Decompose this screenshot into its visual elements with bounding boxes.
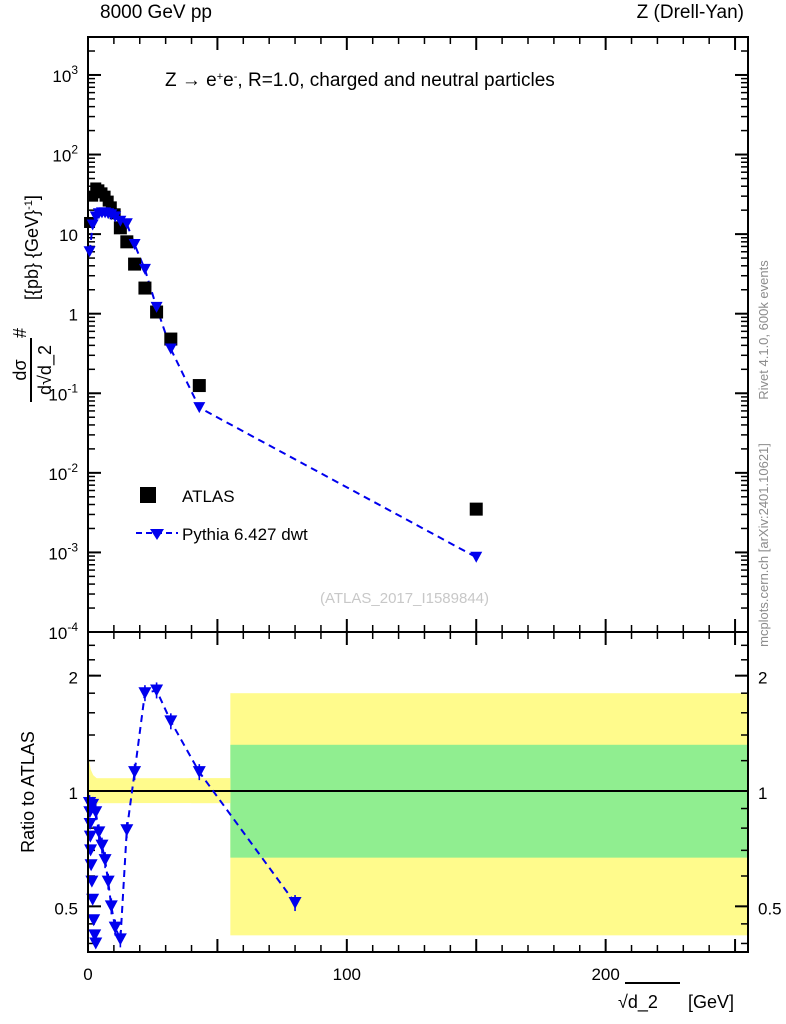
x-axis-label: √d_2 [GeV] <box>618 982 734 1013</box>
x-tick-label: 0 <box>83 965 92 984</box>
header-left: 8000 GeV pp <box>100 2 212 23</box>
main-x-ticks <box>87 37 737 632</box>
x-tick-label: 200 <box>591 965 619 984</box>
y-axis-label-fraction: dσ d√d_2 [{pb} {GeV}-1] <box>10 195 56 402</box>
plot-title: Z → e+e-, R=1.0, charged and neutral par… <box>165 70 555 91</box>
main-y-tick-label: 10 <box>59 226 78 245</box>
ratio-point <box>87 914 101 927</box>
data-point-pythia <box>150 301 163 313</box>
main-series-group <box>83 182 483 563</box>
side-text-mcplots: mcplots.cern.ch [arXiv:2401.10621] <box>756 443 771 647</box>
ratio-y-ticks: 2 2 1 1 0.5 0.5 <box>54 631 782 945</box>
data-point-atlas <box>105 201 117 213</box>
y-axis-hash: # <box>10 328 30 338</box>
main-y-tick-label: 10-3 <box>48 540 78 563</box>
legend-marker-pythia <box>150 529 164 540</box>
ratio-y-tick-label-right: 1 <box>758 784 767 803</box>
ratio-y-tick-label-right: 0.5 <box>758 899 782 918</box>
data-point-atlas <box>102 195 114 207</box>
main-y-tick-label: 10-1 <box>48 381 78 404</box>
ratio-line <box>89 689 296 940</box>
main-y-tick-label: 1 <box>69 306 78 325</box>
legend-label-pythia: Pythia 6.427 dwt <box>182 525 308 544</box>
data-point-pythia <box>83 246 96 258</box>
svg-text:[{pb} {GeV}-1]: [{pb} {GeV}-1] <box>22 195 42 300</box>
ratio-y-tick-label: 1 <box>69 784 78 803</box>
ratio-point <box>89 937 103 950</box>
data-point-atlas <box>469 502 483 516</box>
main-y-tick-label: 103 <box>52 63 78 86</box>
svg-text:√d_2: √d_2 <box>618 992 658 1013</box>
ratio-point <box>83 806 97 819</box>
ratio-band-data-error <box>88 757 231 833</box>
data-point-pythia <box>470 551 483 563</box>
ratio-band-inner-green <box>230 744 749 858</box>
ratio-y-tick-label: 2 <box>69 669 78 688</box>
data-point-atlas <box>87 190 99 202</box>
data-point-pythia <box>86 219 99 231</box>
data-point-pythia <box>138 263 151 275</box>
legend: ATLAS Pythia 6.427 dwt <box>136 487 308 544</box>
ratio-panel-frame-top <box>87 631 749 953</box>
header-right: Z (Drell-Yan) <box>636 2 744 23</box>
ratio-y-tick-label-right: 2 <box>758 669 767 688</box>
data-point-atlas <box>192 379 206 393</box>
svg-text:dσ: dσ <box>10 359 30 380</box>
main-y-tick-label: 102 <box>52 143 78 166</box>
svg-text:d√d_2: d√d_2 <box>35 345 56 395</box>
data-point-pythia <box>164 343 177 355</box>
x-tick-label: 100 <box>333 965 361 984</box>
ratio-panel: 2 2 1 1 0.5 0.5 0 100 200 <box>54 631 782 984</box>
svg-text:[GeV]: [GeV] <box>688 992 734 1012</box>
legend-label-atlas: ATLAS <box>182 487 235 506</box>
ratio-uncertainty-bands <box>88 693 749 936</box>
main-y-tick-label: 10-4 <box>48 620 78 643</box>
ratio-y-tick-label: 0.5 <box>54 899 78 918</box>
legend-marker-atlas <box>140 487 156 503</box>
data-point-atlas <box>138 281 152 295</box>
ratio-x-ticks: 0 100 200 <box>83 632 737 984</box>
ratio-point <box>83 818 97 831</box>
data-point-pythia <box>193 402 206 414</box>
ratio-point <box>83 797 97 810</box>
data-point-pythia <box>128 239 141 251</box>
main-panel-frame <box>87 36 749 633</box>
ratio-point <box>88 929 102 942</box>
data-point-atlas <box>113 221 127 235</box>
data-point-atlas <box>120 235 134 249</box>
ratio-point <box>86 893 100 906</box>
data-point-atlas <box>164 332 178 346</box>
main-y-tick-label: 10-2 <box>48 461 78 484</box>
analysis-watermark: (ATLAS_2017_I1589844) <box>320 590 489 607</box>
data-point-pythia <box>120 218 133 230</box>
y-axis-label-ratio: Ratio to ATLAS <box>18 731 38 853</box>
data-point-atlas <box>128 257 142 271</box>
side-text-rivet: Rivet 4.1.0, 600k events <box>756 260 771 400</box>
